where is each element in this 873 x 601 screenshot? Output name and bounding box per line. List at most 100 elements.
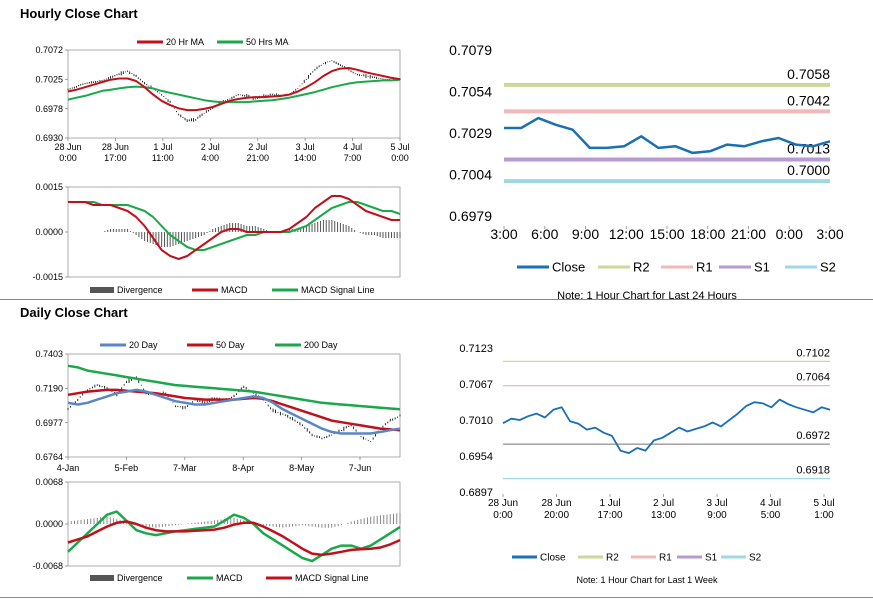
hourly-pivot-y-tick-label: 0.7004 <box>449 167 492 183</box>
hourly-pivot-x-tick-label: 21:00 <box>731 226 766 242</box>
daily-pivot-note: Note: 1 Hour Chart for Last 1 Week <box>577 575 718 585</box>
daily-pivot-y-tick-label: 0.6897 <box>459 487 493 499</box>
daily-pivot-y-tick-label: 0.7067 <box>459 379 493 391</box>
daily-pivot-s1-label: 0.6972 <box>796 430 830 442</box>
hourly-macd-signal-line <box>68 201 401 251</box>
daily-pivot-close-line <box>502 398 831 455</box>
hourly-macd-line <box>68 195 400 260</box>
hourly-price-x-tick-label: 2 Jul <box>248 142 267 152</box>
daily-pivot-y-tick-label: 0.6954 <box>459 451 493 463</box>
hourly-pivot-legend-r1-label: R1 <box>696 260 713 275</box>
hourly-pivot-y-tick-label: 0.6979 <box>449 208 492 224</box>
daily-pivot-x-tick-label: 0:00 <box>493 510 513 521</box>
hourly-price-x-tick-label: 17:00 <box>104 153 127 163</box>
daily-pivot-x-tick-label: 9:00 <box>707 510 727 521</box>
daily-price-x-tick-label: 7-Mar <box>173 463 197 473</box>
hourly-section-title: Hourly Close Chart <box>20 6 138 21</box>
hourly-pivot-x-tick-label: 3:00 <box>816 226 843 242</box>
daily-macd-signal-line <box>67 520 401 557</box>
hourly-pivot-x-tick-label: 3:00 <box>490 226 517 242</box>
hourly-price-x-tick-label: 4:00 <box>202 153 220 163</box>
daily-pivot-legend-s2-label: S2 <box>749 553 762 564</box>
daily-price-x-tick-label: 4-Jan <box>57 463 80 473</box>
daily-pivot-x-tick-label: 1 Jul <box>599 498 620 509</box>
hourly-price-x-tick-label: 4 Jul <box>343 142 362 152</box>
daily-pivot-x-tick-label: 17:00 <box>597 510 622 521</box>
daily-pivot-x-tick-label: 13:00 <box>651 510 676 521</box>
hourly-price-x-tick-label: 1 Jul <box>153 142 172 152</box>
hourly-pivot-x-tick-label: 0:00 <box>776 226 803 242</box>
daily-pivot-legend-s1-label: S1 <box>705 553 718 564</box>
daily-pivot-x-tick-label: 5 Jul <box>813 498 834 509</box>
hourly-price-x-tick-label: 28 Jun <box>54 142 81 152</box>
daily-pivot-x-tick-label: 1:00 <box>814 510 834 521</box>
hourly-macd-y-tick-label: 0.0015 <box>35 182 63 192</box>
hourly-pivot-legend-close-label: Close <box>552 260 585 275</box>
hourly-price-x-tick-label: 21:00 <box>246 153 269 163</box>
hourly-price-y-tick-label: 0.6930 <box>35 133 63 143</box>
daily-legend-divergence-label: Divergence <box>117 573 163 583</box>
daily-pivot-s2-label: 0.6918 <box>796 465 830 477</box>
daily-price-x-tick-label: 8-May <box>289 463 315 473</box>
daily-price-y-tick-label: 0.7403 <box>35 349 63 359</box>
hourly-pivot-x-tick-label: 9:00 <box>572 226 599 242</box>
hourly-macd-y-tick-label: -0.0015 <box>32 272 63 282</box>
daily-pivot-x-tick-label: 28 Jun <box>541 498 571 509</box>
hourly-pivot-y-tick-label: 0.7054 <box>449 84 492 100</box>
hourly-price-x-tick-label: 0:00 <box>59 153 77 163</box>
hourly-pivot-x-tick-label: 18:00 <box>690 226 725 242</box>
daily-legend-20day-label: 20 Day <box>129 340 158 350</box>
hourly-legend-20hr-ma-label: 20 Hr MA <box>166 37 204 47</box>
daily-price-y-tick-label: 0.7190 <box>35 383 63 393</box>
daily-price-x-tick-label: 5-Feb <box>115 463 139 473</box>
hourly-pivot-r2-label: 0.7058 <box>787 66 830 82</box>
daily-price-plot-area <box>67 353 401 458</box>
daily-legend-macd-signal-label: MACD Signal Line <box>295 573 369 583</box>
daily-pivot-r1-label: 0.7064 <box>796 372 830 384</box>
hourly-pivot-x-tick-label: 6:00 <box>531 226 558 242</box>
hourly-macd-y-tick-label: 0.0000 <box>35 227 63 237</box>
hourly-legend-divergence-swatch <box>90 287 114 293</box>
daily-price-x-tick-label: 7-Jun <box>349 463 372 473</box>
hourly-price-plot-area <box>67 49 401 139</box>
hourly-price-x-tick-label: 7:00 <box>344 153 362 163</box>
hourly-pivot-legend-r2-label: R2 <box>633 260 650 275</box>
daily-macd-y-tick-label: -0.0068 <box>32 561 63 571</box>
hourly-price-x-tick-label: 28 Jun <box>102 142 129 152</box>
hourly-pivot-y-tick-label: 0.7079 <box>449 42 492 58</box>
hourly-price-y-tick-label: 0.6978 <box>35 104 63 114</box>
hourly-price-y-tick-label: 0.7025 <box>35 74 63 84</box>
hourly-pivot-legend-s1-label: S1 <box>754 260 770 275</box>
hourly-pivot-s2-label: 0.7000 <box>787 162 830 178</box>
daily-pivot-legend-close-label: Close <box>540 553 566 564</box>
bottom-divider <box>0 597 873 598</box>
daily-pivot-y-tick-label: 0.7123 <box>459 343 493 355</box>
daily-legend-50day-label: 50 Day <box>216 340 245 350</box>
daily-pivot-legend-r1-label: R1 <box>659 553 672 564</box>
hourly-pivot-legend-s2-label: S2 <box>820 260 836 275</box>
daily-pivot-x-tick-label: 3 Jul <box>706 498 727 509</box>
hourly-price-y-tick-label: 0.7072 <box>35 45 63 55</box>
hourly-20hr-ma-line <box>67 67 401 112</box>
hourly-legend-macd-signal-label: MACD Signal Line <box>301 285 375 295</box>
hourly-50hr-ma-line <box>67 78 401 104</box>
hourly-pivot-close-line <box>504 116 831 155</box>
daily-20day-line <box>67 388 401 435</box>
daily-200day-line <box>67 364 401 411</box>
daily-pivot-x-tick-label: 5:00 <box>761 510 781 521</box>
hourly-pivot-x-tick-label: 12:00 <box>609 226 644 242</box>
daily-pivot-x-tick-label: 20:00 <box>544 510 569 521</box>
hourly-price-x-tick-label: 11:00 <box>152 153 174 163</box>
hourly-price-x-tick-label: 14:00 <box>294 153 317 163</box>
daily-price-y-tick-label: 0.6764 <box>35 452 63 462</box>
hourly-legend-divergence-label: Divergence <box>117 285 163 295</box>
daily-price-y-tick-label: 0.6977 <box>35 418 63 428</box>
hourly-pivot-y-tick-label: 0.7029 <box>449 125 492 141</box>
daily-legend-macd-label: MACD <box>216 573 243 583</box>
daily-macd-y-tick-label: 0.0000 <box>35 519 63 529</box>
hourly-price-x-tick-label: 0:00 <box>391 153 409 163</box>
hourly-pivot-x-tick-label: 15:00 <box>649 226 684 242</box>
hourly-price-x-tick-label: 3 Jul <box>296 142 315 152</box>
hourly-legend-50hr-ma-label: 50 Hrs MA <box>246 37 289 47</box>
